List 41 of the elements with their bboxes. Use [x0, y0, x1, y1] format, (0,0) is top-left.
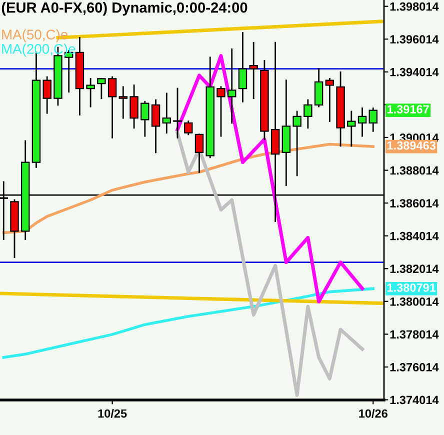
y-tick-label: 1.384014 [390, 232, 439, 240]
candlestick [140, 100, 150, 137]
y-tick-label: 1.396014 [390, 35, 439, 44]
text: MA(50,C)e [2, 29, 68, 42]
candlestick [358, 108, 367, 137]
y-tick-label: 1.388014 [390, 166, 439, 175]
candlestick [292, 110, 302, 176]
y-tick-label: 1.382014 [390, 264, 439, 274]
candlestick [42, 76, 52, 114]
candlestick [314, 68, 324, 108]
data-label: 1.389463 [387, 141, 436, 150]
candlestick [162, 92, 171, 134]
candlestick [227, 48, 236, 124]
y-tick-label: 1.378014 [390, 330, 439, 339]
candlestick [368, 108, 378, 132]
y-tick-label: 1.374014 [390, 396, 439, 404]
x-tick-label: 10/25 [98, 409, 127, 418]
candlestick [325, 78, 334, 122]
candlestick [216, 86, 226, 137]
data-label: 1.380791 [387, 283, 436, 292]
y-tick-label: 1.394014 [390, 68, 439, 76]
candlestick [184, 120, 193, 136]
candlestick [238, 32, 248, 102]
candlestick [130, 84, 138, 129]
y-tick-label: 1.376014 [390, 363, 439, 372]
candlestick [97, 78, 106, 100]
candlestick [347, 110, 356, 147]
x-tick-label: 10/26 [359, 409, 388, 418]
candlestick [173, 88, 182, 138]
y-tick-label: 1.398014 [390, 2, 439, 11]
annotation: 1.39167 [387, 105, 429, 114]
y-tick-label: 1.386014 [390, 199, 439, 208]
y-tick-label: 1.380014 [390, 297, 439, 306]
candlestick [194, 134, 204, 173]
candlestick [249, 42, 258, 100]
chart-title: (EUR A0-FX,60) Dynamic,0:00-24:00 [2, 2, 248, 16]
candlestick [118, 86, 128, 119]
candlestick [108, 76, 117, 138]
candlestick [304, 99, 312, 129]
candlestick [151, 99, 160, 154]
candlestick [86, 78, 95, 108]
